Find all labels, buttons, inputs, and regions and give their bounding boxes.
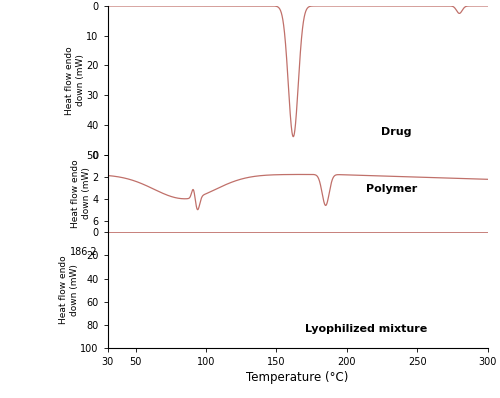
X-axis label: Temperature (°C): Temperature (°C): [246, 371, 348, 384]
Text: Drug: Drug: [381, 127, 412, 137]
Text: Lyophilized mixture: Lyophilized mixture: [305, 324, 428, 334]
Text: Polymer: Polymer: [366, 184, 417, 194]
Y-axis label: Heat flow endo
down (mW): Heat flow endo down (mW): [60, 256, 78, 324]
Text: 186.2: 186.2: [70, 247, 98, 257]
Y-axis label: Heat flow endo
down (mW): Heat flow endo down (mW): [66, 46, 84, 115]
Y-axis label: Heat flow endo
down (mW): Heat flow endo down (mW): [72, 159, 91, 228]
